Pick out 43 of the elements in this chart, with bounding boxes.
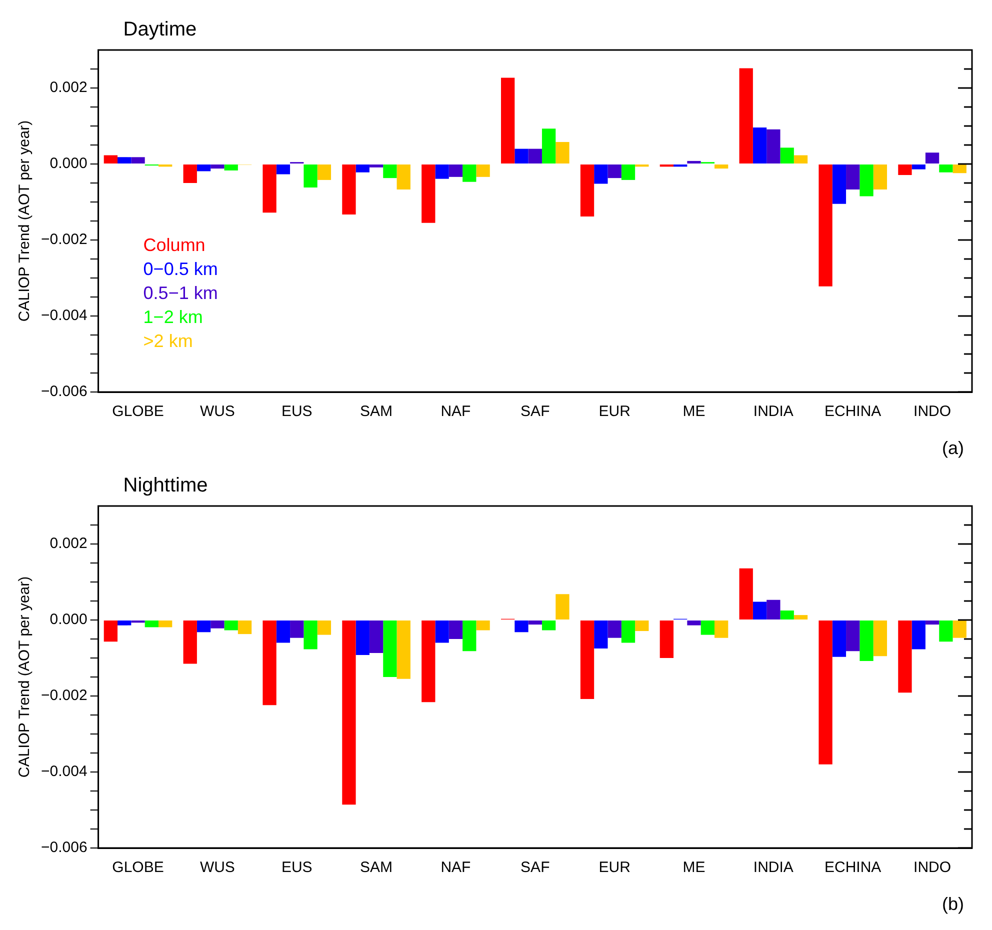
y-axis-title: CALIOP Trend (AOT per year) bbox=[16, 576, 34, 778]
x-tick-label: NAF bbox=[440, 859, 471, 876]
x-tick-label: WUS bbox=[200, 859, 235, 876]
x-tick-label: EUS bbox=[281, 859, 312, 876]
x-tick-label: EUR bbox=[598, 859, 631, 876]
x-tick-label: GLOBE bbox=[112, 403, 164, 420]
x-tick-label: WUS bbox=[200, 403, 235, 420]
x-tick-label: ECHINA bbox=[824, 403, 882, 420]
y-tick-label: −0.002 bbox=[41, 231, 88, 248]
x-tick-label: GLOBE bbox=[112, 859, 164, 876]
y-tick-label: 0.002 bbox=[50, 535, 88, 552]
x-tick-label: ME bbox=[682, 403, 706, 420]
text: (b) bbox=[942, 894, 964, 914]
x-tick-label: INDO bbox=[914, 859, 952, 876]
text: >2 km bbox=[143, 330, 193, 351]
x-tick-label: INDIA bbox=[753, 403, 794, 420]
x-tick-label: NAF bbox=[440, 403, 471, 420]
text: 1−2 km bbox=[143, 306, 203, 327]
x-tick-label: SAM bbox=[360, 859, 393, 876]
y-tick-label: 0.000 bbox=[50, 611, 88, 628]
x-tick-label: EUS bbox=[281, 403, 312, 420]
y-axis-title: CALIOP Trend (AOT per year) bbox=[16, 120, 34, 322]
y-tick-label: −0.006 bbox=[41, 839, 88, 856]
chart-title: Nighttime bbox=[123, 474, 208, 497]
x-tick-label: EUR bbox=[598, 403, 631, 420]
x-tick-label: SAF bbox=[520, 859, 550, 876]
y-tick-label: 0.002 bbox=[50, 79, 88, 96]
y-tick-label: −0.004 bbox=[41, 307, 88, 324]
x-tick-label: SAF bbox=[520, 403, 550, 420]
x-tick-label: ECHINA bbox=[824, 859, 882, 876]
text: Column bbox=[143, 234, 206, 255]
y-tick-label: −0.002 bbox=[41, 687, 88, 704]
text: (a) bbox=[942, 438, 964, 458]
x-tick-label: INDO bbox=[914, 403, 952, 420]
y-tick-label: −0.006 bbox=[41, 383, 88, 400]
y-tick-label: −0.004 bbox=[41, 763, 88, 780]
x-tick-label: SAM bbox=[360, 403, 393, 420]
text: 0.5−1 km bbox=[143, 282, 218, 303]
x-tick-label: INDIA bbox=[753, 859, 794, 876]
y-tick-label: 0.000 bbox=[50, 155, 88, 172]
x-tick-label: ME bbox=[682, 859, 706, 876]
text: 0−0.5 km bbox=[143, 258, 218, 279]
chart-title: Daytime bbox=[123, 18, 197, 41]
